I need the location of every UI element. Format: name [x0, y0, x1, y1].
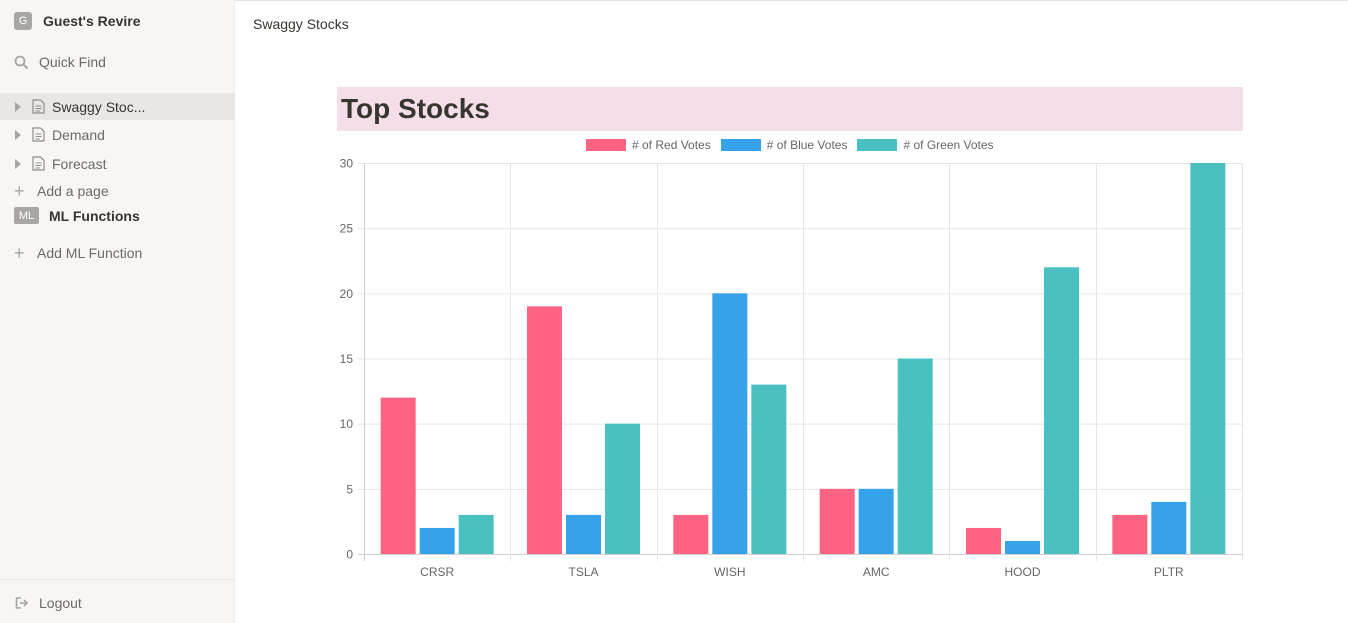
- y-tick-label: 5: [346, 482, 353, 496]
- bar-pltr-36a2eb: [1151, 501, 1187, 554]
- legend-item-blue[interactable]: # of Blue Votes: [720, 138, 848, 152]
- page-icon: [32, 127, 45, 142]
- bar-crsr-ff6384: [380, 397, 416, 554]
- expand-arrow-icon[interactable]: [15, 101, 21, 112]
- workspace-switcher[interactable]: G Guest's Revire: [14, 12, 141, 30]
- quick-find-label: Quick Find: [39, 54, 106, 70]
- bar-tsla-4bc0c0: [605, 423, 640, 554]
- bar-tsla-36a2eb: [566, 514, 601, 554]
- page-title-block: Top Stocks: [337, 87, 1243, 131]
- legend-label: # of Red Votes: [632, 138, 711, 152]
- legend-item-red[interactable]: # of Red Votes: [586, 138, 711, 152]
- page-icon: [32, 156, 45, 171]
- y-tick-label: 15: [340, 352, 354, 366]
- quick-find[interactable]: Quick Find: [14, 54, 106, 70]
- bar-crsr-36a2eb: [419, 527, 455, 554]
- bar-hood-4bc0c0: [1044, 267, 1079, 554]
- x-tick-label: TSLA: [568, 565, 598, 579]
- plus-icon: +: [14, 243, 25, 263]
- x-tick-label: AMC: [863, 565, 890, 579]
- logout-label: Logout: [39, 595, 82, 611]
- expand-arrow-icon[interactable]: [15, 129, 21, 140]
- bar-crsr-4bc0c0: [458, 514, 494, 554]
- bar-amc-ff6384: [819, 488, 855, 554]
- y-tick-label: 25: [340, 222, 354, 236]
- bar-wish-ff6384: [673, 514, 709, 554]
- workspace-name: Guest's Revire: [43, 13, 141, 29]
- legend-item-green[interactable]: # of Green Votes: [857, 138, 994, 152]
- x-tick-label: PLTR: [1154, 565, 1184, 579]
- sidebar-item-label: Swaggy Stoc...: [52, 98, 146, 115]
- ml-functions-section[interactable]: ML ML Functions: [14, 207, 140, 224]
- bar-amc-4bc0c0: [897, 358, 933, 554]
- sidebar-item-label: Demand: [52, 126, 105, 143]
- legend-label: # of Blue Votes: [766, 138, 848, 152]
- breadcrumb[interactable]: Swaggy Stocks: [253, 16, 349, 32]
- bar-hood-ff6384: [966, 527, 1001, 554]
- y-tick-label: 10: [340, 417, 354, 431]
- add-page-label: Add a page: [37, 183, 109, 199]
- x-tick-label: WISH: [714, 565, 745, 579]
- x-tick-label: CRSR: [420, 565, 454, 579]
- logout-button[interactable]: Logout: [15, 595, 82, 611]
- page-icon: [32, 99, 45, 114]
- bar-tsla-ff6384: [527, 306, 562, 554]
- sidebar-item-swaggy-stocks[interactable]: Swaggy Stoc...: [0, 93, 235, 120]
- sidebar-item-forecast[interactable]: Forecast: [0, 150, 235, 177]
- y-tick-label: 0: [346, 548, 353, 562]
- search-icon: [14, 55, 29, 69]
- top-divider: [235, 0, 1348, 1]
- expand-arrow-icon[interactable]: [15, 158, 21, 169]
- logout-icon: [15, 597, 29, 609]
- chart-legend: # of Red Votes # of Blue Votes # of Gree…: [586, 138, 1004, 152]
- ml-functions-label: ML Functions: [49, 207, 140, 224]
- legend-swatch-red: [586, 139, 626, 151]
- sidebar-item-label: Forecast: [52, 155, 107, 172]
- sidebar: G Guest's Revire Quick Find Swaggy Stoc.…: [0, 0, 235, 623]
- workspace-badge: G: [14, 12, 32, 30]
- add-ml-function-button[interactable]: + Add ML Function: [14, 243, 143, 263]
- bar-hood-36a2eb: [1005, 540, 1040, 554]
- add-ml-function-label: Add ML Function: [37, 245, 143, 261]
- sidebar-divider: [0, 579, 235, 580]
- plus-icon: +: [14, 181, 25, 201]
- legend-swatch-green: [857, 139, 898, 151]
- legend-swatch-blue: [720, 139, 761, 151]
- bar-pltr-4bc0c0: [1190, 163, 1226, 554]
- page-title: Top Stocks: [341, 93, 490, 124]
- y-tick-label: 20: [340, 287, 354, 301]
- y-tick-label: 30: [340, 157, 354, 171]
- sidebar-item-demand[interactable]: Demand: [0, 121, 235, 148]
- bar-wish-36a2eb: [712, 293, 748, 554]
- add-page-button[interactable]: + Add a page: [14, 181, 109, 201]
- x-tick-label: HOOD: [1005, 565, 1041, 579]
- bar-wish-4bc0c0: [751, 384, 787, 554]
- ml-badge: ML: [14, 207, 39, 224]
- bar-amc-36a2eb: [858, 488, 894, 554]
- bar-pltr-ff6384: [1112, 514, 1148, 554]
- legend-label: # of Green Votes: [903, 138, 994, 152]
